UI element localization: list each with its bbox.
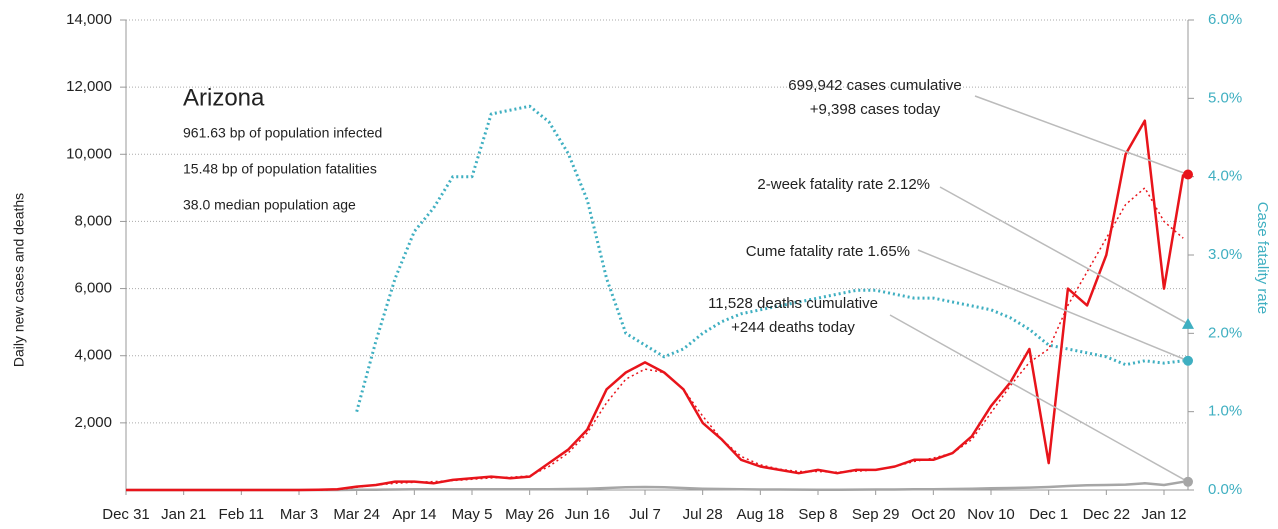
y2-tick-label: 2.0% — [1208, 324, 1242, 341]
x-tick-label: Jan 21 — [161, 506, 206, 523]
x-tick-label: Jul 7 — [629, 506, 661, 523]
x-tick-label: Feb 11 — [219, 506, 265, 523]
annotation-text: 2-week fatality rate 2.12% — [757, 176, 930, 193]
y-tick-label: 8,000 — [74, 212, 112, 229]
x-tick-label: Oct 20 — [911, 506, 955, 523]
y2-tick-label: 4.0% — [1208, 168, 1242, 185]
y2-tick-label: 5.0% — [1208, 89, 1242, 106]
x-tick-label: Jun 16 — [565, 506, 610, 523]
x-tick-label: Dec 31 — [102, 506, 150, 523]
x-tick-label: Apr 14 — [392, 506, 436, 523]
y2-tick-label: 6.0% — [1208, 11, 1242, 28]
info-line: 961.63 bp of population infected — [183, 125, 382, 141]
annotation-marker — [1183, 476, 1193, 487]
y-tick-label: 12,000 — [66, 78, 112, 95]
x-tick-label: Nov 10 — [967, 506, 1015, 523]
y-tick-label: 6,000 — [74, 280, 112, 297]
annotation-text: +9,398 cases today — [810, 101, 941, 118]
info-title: Arizona — [183, 84, 265, 111]
series-line — [126, 119, 1185, 492]
annotation-text: 699,942 cases cumulative — [788, 77, 961, 94]
annotation-marker — [1183, 169, 1193, 180]
y-tick-label: 4,000 — [74, 347, 112, 364]
x-tick-label: May 26 — [505, 506, 554, 523]
annotation-marker — [1182, 317, 1194, 329]
x-tick-label: Aug 18 — [737, 506, 785, 523]
annotation-text: 11,528 deaths cumulative — [708, 295, 878, 312]
info-line: 15.48 bp of population fatalities — [183, 161, 377, 177]
x-tick-label: May 5 — [452, 506, 493, 523]
x-tick-label: Jan 12 — [1141, 506, 1186, 523]
y-tick-label: 2,000 — [74, 414, 112, 431]
x-tick-label: Dec 1 — [1029, 506, 1068, 523]
annotation-leader — [917, 249, 1189, 362]
annotation-text: Cume fatality rate 1.65% — [746, 243, 910, 260]
annotation-leader — [939, 186, 1189, 325]
y2-axis-label: Case fatality rate — [1254, 202, 1271, 315]
annotation-marker — [1183, 355, 1193, 366]
y-tick-label: 10,000 — [66, 145, 112, 162]
x-tick-label: Mar 24 — [333, 506, 380, 523]
x-tick-label: Dec 22 — [1083, 506, 1131, 523]
info-line: 38.0 median population age — [183, 197, 356, 213]
x-tick-label: Mar 3 — [280, 506, 318, 523]
x-tick-label: Jul 28 — [683, 506, 723, 523]
y2-tick-label: 0.0% — [1208, 481, 1242, 498]
x-tick-label: Sep 29 — [852, 506, 900, 523]
annotation-leader — [889, 314, 1189, 483]
y-axis-label: Daily new cases and deaths — [11, 193, 27, 367]
annotation-text: +244 deaths today — [731, 319, 855, 336]
annotation-leader — [974, 95, 1189, 176]
x-tick-label: Sep 8 — [798, 506, 837, 523]
y-tick-label: 14,000 — [66, 11, 112, 28]
y2-tick-label: 3.0% — [1208, 246, 1242, 263]
y2-tick-label: 1.0% — [1208, 403, 1242, 420]
